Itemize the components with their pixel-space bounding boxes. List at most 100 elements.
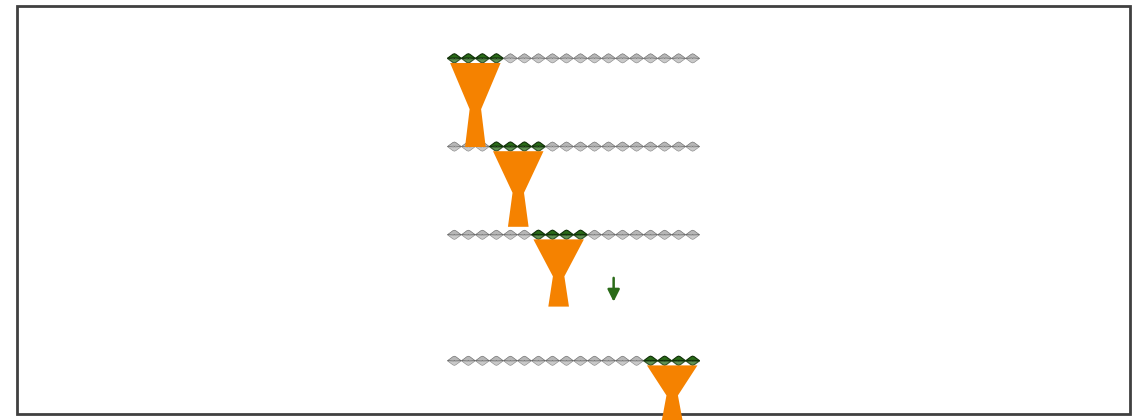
Polygon shape: [560, 356, 574, 361]
Polygon shape: [504, 235, 517, 239]
Polygon shape: [546, 54, 560, 58]
Polygon shape: [686, 235, 700, 239]
Polygon shape: [531, 356, 546, 361]
Polygon shape: [601, 58, 616, 63]
Polygon shape: [657, 142, 672, 147]
Polygon shape: [574, 54, 587, 58]
Polygon shape: [504, 147, 517, 151]
Polygon shape: [475, 58, 490, 63]
Polygon shape: [657, 147, 672, 151]
Polygon shape: [616, 356, 630, 361]
Polygon shape: [447, 356, 461, 361]
Polygon shape: [475, 54, 490, 58]
Polygon shape: [531, 54, 546, 58]
Polygon shape: [531, 361, 546, 365]
Polygon shape: [490, 235, 504, 239]
Polygon shape: [447, 235, 461, 239]
Polygon shape: [560, 54, 574, 58]
Polygon shape: [601, 361, 616, 365]
Polygon shape: [643, 147, 657, 151]
Polygon shape: [504, 58, 517, 63]
Polygon shape: [533, 239, 584, 307]
Polygon shape: [546, 142, 560, 147]
Polygon shape: [461, 356, 475, 361]
Polygon shape: [475, 235, 490, 239]
Polygon shape: [447, 142, 461, 147]
Polygon shape: [616, 230, 630, 235]
Polygon shape: [630, 230, 643, 235]
Polygon shape: [686, 54, 700, 58]
Polygon shape: [657, 235, 672, 239]
Polygon shape: [657, 356, 672, 361]
Polygon shape: [647, 365, 697, 420]
Polygon shape: [587, 235, 601, 239]
Polygon shape: [672, 147, 686, 151]
Polygon shape: [601, 142, 616, 147]
Polygon shape: [574, 142, 587, 147]
Polygon shape: [601, 356, 616, 361]
Polygon shape: [475, 361, 490, 365]
Polygon shape: [672, 356, 686, 361]
Polygon shape: [616, 54, 630, 58]
Polygon shape: [560, 361, 574, 365]
Polygon shape: [686, 58, 700, 63]
Polygon shape: [587, 361, 601, 365]
Polygon shape: [447, 147, 461, 151]
Polygon shape: [560, 147, 574, 151]
Polygon shape: [490, 54, 504, 58]
Polygon shape: [672, 58, 686, 63]
Polygon shape: [643, 361, 657, 365]
Polygon shape: [450, 63, 500, 147]
Polygon shape: [546, 230, 560, 235]
Polygon shape: [517, 356, 531, 361]
Polygon shape: [560, 58, 574, 63]
Polygon shape: [490, 147, 504, 151]
Polygon shape: [531, 235, 546, 239]
Polygon shape: [560, 142, 574, 147]
Polygon shape: [601, 54, 616, 58]
Polygon shape: [504, 142, 517, 147]
Polygon shape: [447, 361, 461, 365]
Polygon shape: [490, 58, 504, 63]
Polygon shape: [490, 142, 504, 147]
Polygon shape: [601, 147, 616, 151]
Polygon shape: [643, 58, 657, 63]
Polygon shape: [601, 235, 616, 239]
Polygon shape: [517, 54, 531, 58]
Polygon shape: [574, 235, 587, 239]
Polygon shape: [657, 58, 672, 63]
Polygon shape: [447, 230, 461, 235]
Polygon shape: [517, 58, 531, 63]
Polygon shape: [490, 356, 504, 361]
Polygon shape: [657, 361, 672, 365]
Polygon shape: [493, 151, 544, 227]
Polygon shape: [517, 142, 531, 147]
Polygon shape: [672, 54, 686, 58]
Polygon shape: [504, 356, 517, 361]
Polygon shape: [517, 361, 531, 365]
Polygon shape: [574, 230, 587, 235]
Polygon shape: [657, 54, 672, 58]
Polygon shape: [475, 147, 490, 151]
Polygon shape: [587, 54, 601, 58]
Polygon shape: [630, 54, 643, 58]
Polygon shape: [504, 230, 517, 235]
Polygon shape: [546, 361, 560, 365]
Polygon shape: [531, 147, 546, 151]
Polygon shape: [574, 58, 587, 63]
Polygon shape: [461, 142, 475, 147]
Polygon shape: [630, 58, 643, 63]
Polygon shape: [546, 58, 560, 63]
Polygon shape: [587, 147, 601, 151]
Polygon shape: [630, 142, 643, 147]
Polygon shape: [475, 230, 490, 235]
Polygon shape: [587, 230, 601, 235]
Polygon shape: [531, 230, 546, 235]
Polygon shape: [461, 230, 475, 235]
Polygon shape: [475, 356, 490, 361]
Polygon shape: [686, 361, 700, 365]
Polygon shape: [616, 235, 630, 239]
Polygon shape: [475, 142, 490, 147]
Polygon shape: [574, 361, 587, 365]
Polygon shape: [461, 235, 475, 239]
